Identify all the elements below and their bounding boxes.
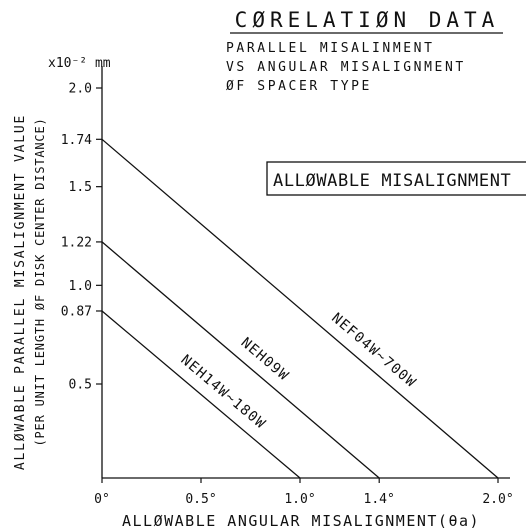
- y-ticks: 2.0 1.74 1.5 1.22 1.0 0.87 0.5: [61, 82, 102, 393]
- subtitle-line-2: VS ANGULAR MISALIGNMENT: [226, 60, 466, 75]
- allowable-misalignment-label: ALLØWABLE MISALIGNMENT: [273, 171, 511, 191]
- y-axis-sublabel: (PER UNIT LENGTH ØF DISK CENTER DISTANCE…: [33, 117, 47, 446]
- x-axis-label: ALLØWABLE ANGULAR MISALIGNMENT(θa): [122, 512, 480, 530]
- subtitle-line-1: PARALLEL MISALINMENT: [226, 41, 435, 56]
- y-tick-label: 2.0: [69, 82, 92, 97]
- y-tick-label: 0.5: [69, 378, 92, 393]
- series-line-3: [101, 310, 301, 479]
- allowable-misalignment-box: [266, 161, 526, 196]
- x-tick-label: 0°: [94, 492, 110, 507]
- series-label-2: NEH09W: [238, 335, 292, 385]
- chart-title: CØRELATIØN DATA: [235, 8, 500, 32]
- series-line-1: [101, 138, 499, 479]
- y-tick-label: 1.0: [69, 279, 92, 294]
- x-ticks: 0° 0.5° 1.0° 1.4° 2.0°: [94, 478, 514, 507]
- series-label-1: NEF04W~700W: [328, 310, 419, 391]
- x-tick-label: 2.0°: [482, 492, 513, 507]
- y-axis-label: ALLØWABLE PARALLEL MISALIGNMENT VALUE: [13, 114, 28, 470]
- y-tick-label: 1.74: [61, 133, 92, 148]
- x-tick-label: 1.4°: [364, 492, 395, 507]
- subtitle-line-3: ØF SPACER TYPE: [226, 79, 372, 94]
- series-lines: [101, 138, 499, 479]
- x-tick-label: 1.0°: [284, 492, 315, 507]
- y-tick-label: 1.22: [61, 235, 92, 250]
- series-line-2: [101, 241, 380, 479]
- y-unit-label: x10⁻² mm: [48, 56, 111, 71]
- y-tick-label: 0.87: [61, 304, 92, 319]
- y-tick-label: 1.5: [69, 180, 92, 195]
- series-label-3: NEH14W~180W: [178, 352, 269, 433]
- x-tick-label: 0.5°: [185, 492, 216, 507]
